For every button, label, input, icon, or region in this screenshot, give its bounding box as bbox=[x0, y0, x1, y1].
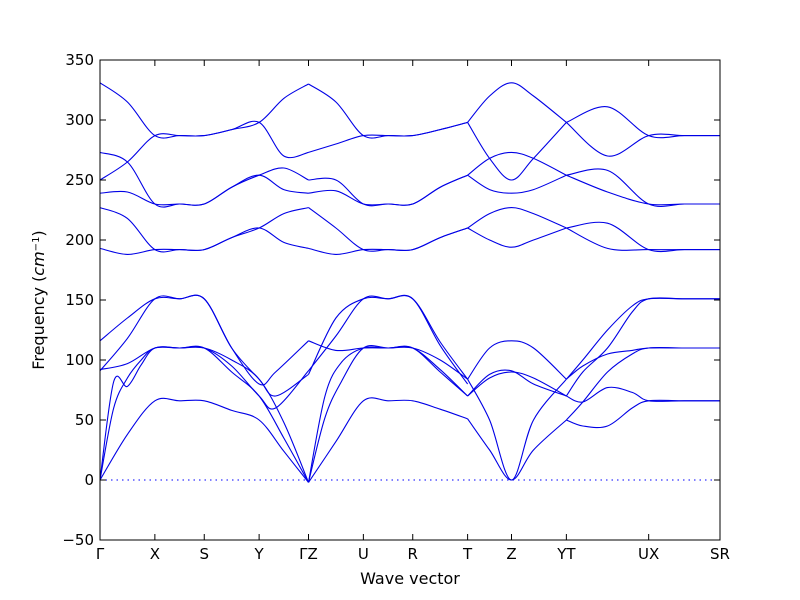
y-ticks: −50 0 50 100 150 200 250 300 350 bbox=[62, 51, 720, 549]
band-line-18 bbox=[566, 386, 720, 403]
band-line-42 bbox=[566, 221, 720, 253]
band-line-44 bbox=[566, 168, 720, 208]
band-line-37 bbox=[467, 151, 567, 176]
band-line-29 bbox=[308, 227, 468, 255]
band-line-34 bbox=[308, 121, 468, 153]
band-line-30 bbox=[308, 207, 468, 252]
x-tick-label: SR bbox=[710, 545, 730, 563]
band-line-25 bbox=[99, 174, 309, 206]
band-line-6 bbox=[308, 397, 468, 483]
band-line-26 bbox=[99, 151, 309, 208]
x-tick-label: UX bbox=[638, 545, 659, 563]
band-line-33 bbox=[308, 83, 468, 139]
x-tick-label: Γ bbox=[96, 545, 105, 563]
band-line-23 bbox=[99, 227, 309, 255]
band-line-39 bbox=[467, 82, 567, 123]
band-line-8 bbox=[307, 346, 468, 483]
band-line-17 bbox=[566, 399, 720, 429]
bands bbox=[99, 82, 720, 483]
x-tick-label: YT bbox=[556, 545, 576, 563]
band-line-35 bbox=[467, 227, 567, 248]
y-tick-label: 300 bbox=[65, 111, 94, 129]
x-tick-label: X bbox=[150, 545, 160, 563]
band-line-15 bbox=[467, 378, 567, 481]
band-line-16 bbox=[467, 369, 567, 397]
band-line-13 bbox=[467, 371, 567, 397]
axes-frame bbox=[99, 59, 721, 541]
band-line-0 bbox=[99, 397, 309, 483]
band-line-40 bbox=[467, 122, 567, 181]
band-line-11 bbox=[308, 294, 469, 385]
band-line-5 bbox=[99, 294, 309, 386]
band-line-14 bbox=[467, 340, 567, 380]
band-line-36 bbox=[467, 207, 567, 229]
y-tick-label: 50 bbox=[75, 411, 94, 429]
band-line-9 bbox=[308, 295, 469, 380]
band-line-28 bbox=[99, 82, 309, 159]
band-line-45 bbox=[566, 121, 720, 157]
band-line-22 bbox=[565, 347, 720, 421]
y-tick-label: 200 bbox=[65, 231, 94, 249]
x-tick-label: R bbox=[408, 545, 418, 563]
band-line-31 bbox=[308, 174, 468, 206]
x-tick-label: U bbox=[358, 545, 369, 563]
band-line-7 bbox=[307, 344, 468, 483]
band-line-10 bbox=[308, 340, 468, 397]
band-line-1 bbox=[99, 345, 309, 483]
y-tick-label: −50 bbox=[62, 531, 94, 549]
band-line-4 bbox=[99, 346, 309, 410]
x-tick-label: S bbox=[199, 545, 209, 563]
band-line-38 bbox=[467, 174, 567, 194]
x-tick-label: Z bbox=[506, 545, 516, 563]
band-line-2 bbox=[99, 346, 310, 483]
x-ticks: Γ X S Y ΓZ U R T Z YT UX SR bbox=[96, 60, 730, 563]
band-line-20 bbox=[565, 297, 720, 380]
y-tick-label: 100 bbox=[65, 351, 94, 369]
x-tick-label: ΓZ bbox=[299, 545, 318, 563]
y-tick-label: 0 bbox=[84, 471, 94, 489]
x-axis-label: Wave vector bbox=[360, 569, 460, 588]
x-tick-label: Y bbox=[254, 545, 265, 563]
y-tick-label: 250 bbox=[65, 171, 94, 189]
band-line-21 bbox=[565, 297, 720, 397]
x-tick-label: T bbox=[462, 545, 473, 563]
band-line-46 bbox=[566, 106, 720, 139]
band-line-32 bbox=[308, 174, 468, 207]
y-tick-label: 150 bbox=[65, 291, 94, 309]
y-axis-label: Frequency (cm−1) bbox=[29, 230, 48, 369]
band-line-24 bbox=[99, 207, 309, 253]
y-tick-label: 350 bbox=[65, 51, 94, 69]
band-line-27 bbox=[99, 83, 309, 181]
band-line-3 bbox=[99, 294, 309, 397]
